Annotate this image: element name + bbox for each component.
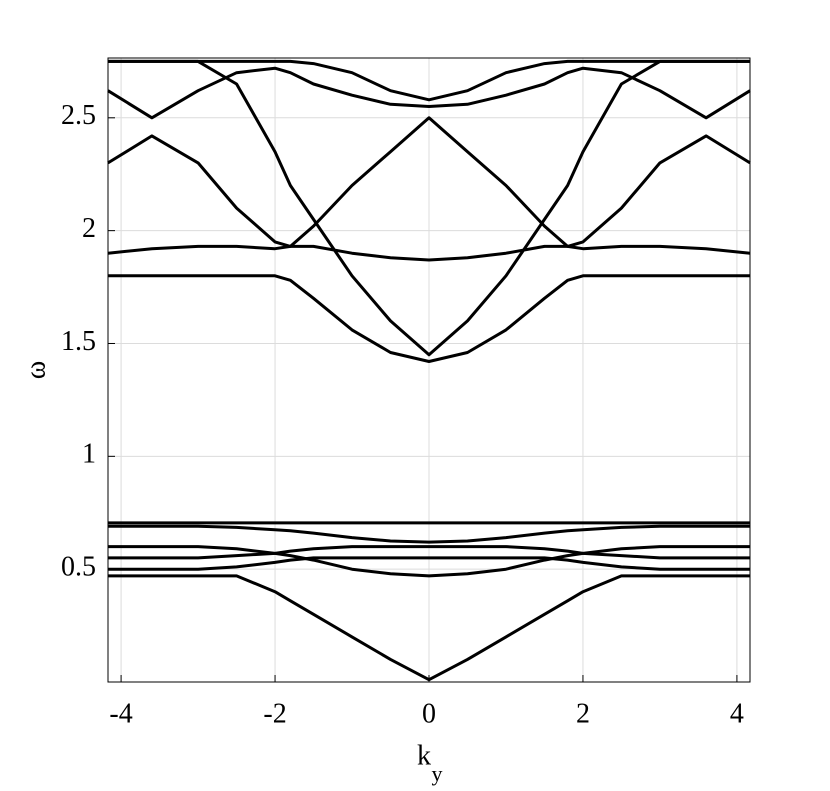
x-tick-label: -2 [263, 698, 286, 729]
band-line [108, 556, 750, 571]
x-tick-label: 2 [576, 698, 590, 729]
band-line [108, 59, 750, 357]
x-tick-label: 4 [730, 698, 744, 729]
x-axis-label: k [417, 740, 431, 771]
plot-frame [107, 57, 751, 683]
band-line [107, 66, 751, 120]
band-line [107, 116, 751, 248]
x-tick-label: 0 [422, 698, 436, 729]
y-tick-label: 1 [82, 439, 96, 470]
band-line [108, 545, 750, 560]
y-tick-label: 1.5 [61, 326, 96, 357]
y-tick-label: 2 [82, 213, 96, 244]
band-line [107, 244, 751, 262]
y-tick-label: 2.5 [61, 100, 96, 131]
y-axis-label: ω [20, 361, 51, 379]
band-line [108, 59, 750, 102]
band-line [108, 274, 750, 363]
band-line [108, 524, 750, 544]
x-axis-label-subscript: y [432, 761, 443, 786]
band-line [108, 574, 750, 682]
y-tick-label: 0.5 [61, 552, 96, 583]
x-tick-label: -4 [109, 698, 132, 729]
band-line [108, 545, 750, 578]
